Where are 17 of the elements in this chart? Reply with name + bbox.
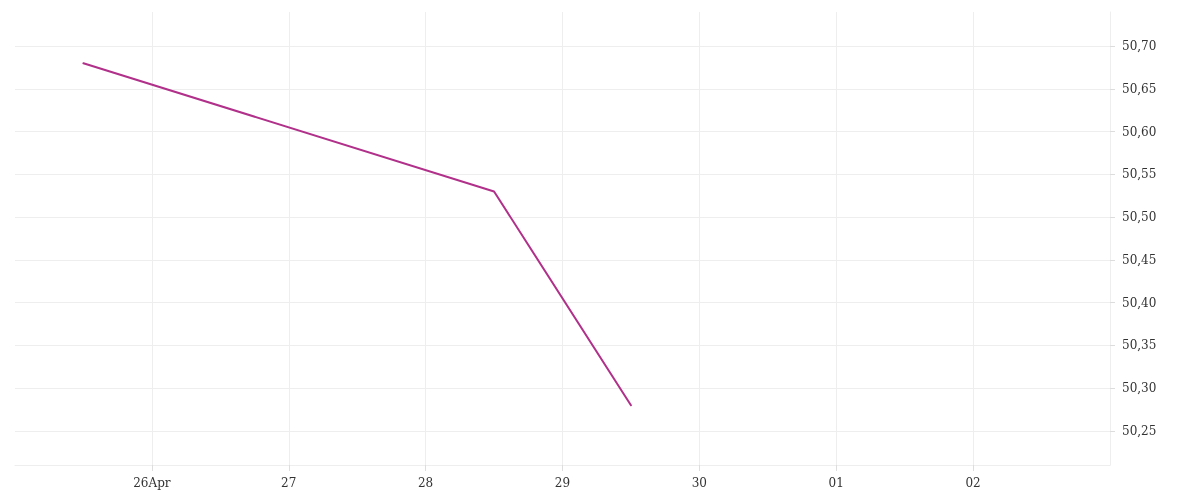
x-tick-label: 01 (828, 476, 844, 490)
y-tick-label: 50,60 (1122, 124, 1157, 139)
y-tick-label: 50,70 (1122, 39, 1157, 54)
y-tick-label: 50,40 (1122, 295, 1157, 310)
y-tick-label: 50,50 (1122, 210, 1157, 225)
x-tick-label: 29 (554, 476, 571, 490)
x-tick-label: 02 (965, 476, 981, 490)
y-tick-label: 50,35 (1122, 338, 1157, 353)
y-tick-label: 50,30 (1122, 381, 1157, 396)
y-tick-label: 50,45 (1122, 252, 1157, 267)
y-tick-label: 50,55 (1122, 167, 1157, 182)
x-tick-label: 30 (691, 476, 708, 490)
x-tick-label: 26Apr (133, 476, 171, 490)
y-tick-label: 50,65 (1122, 81, 1157, 96)
x-tick-label: 28 (417, 476, 434, 490)
x-tick-label: 27 (281, 476, 297, 490)
y-tick-label: 50,25 (1122, 423, 1157, 438)
